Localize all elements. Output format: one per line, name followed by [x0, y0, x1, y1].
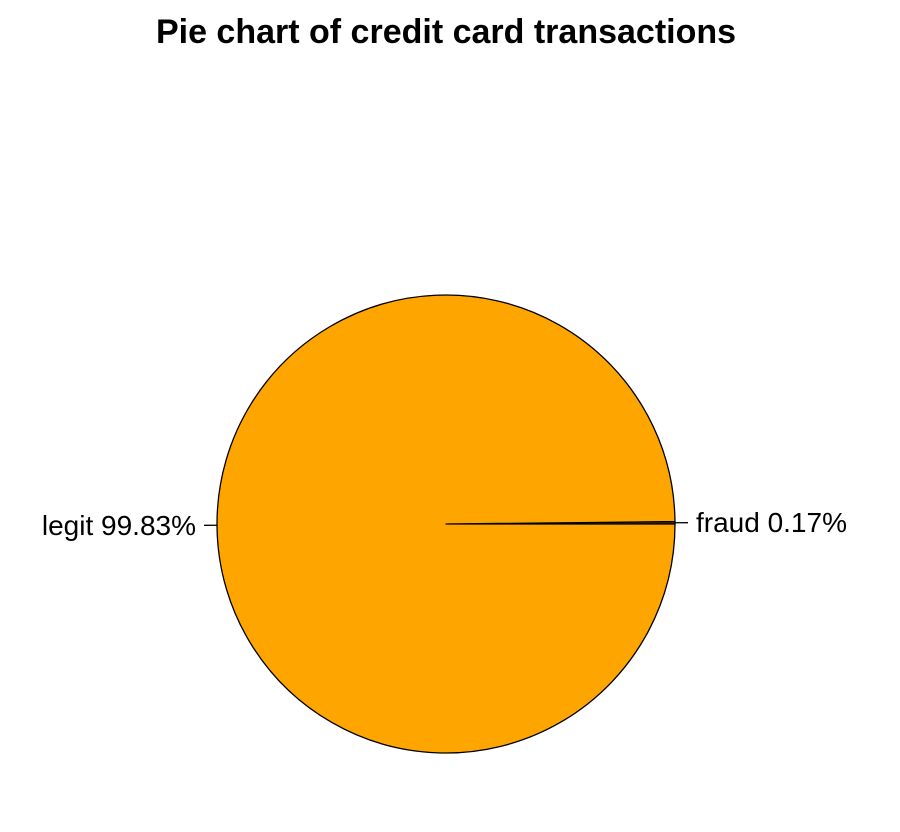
pie-slice-legit [216, 294, 676, 754]
pie-slices [216, 294, 676, 754]
label-leader-lines [203, 522, 688, 526]
chart-title: Pie chart of credit card transactions [155, 13, 737, 51]
slice-labels: fraud 0.17% legit 99.83% [42, 507, 847, 541]
slice-label-legit: legit 99.83% [42, 510, 196, 541]
slice-label-fraud: fraud 0.17% [696, 507, 847, 538]
